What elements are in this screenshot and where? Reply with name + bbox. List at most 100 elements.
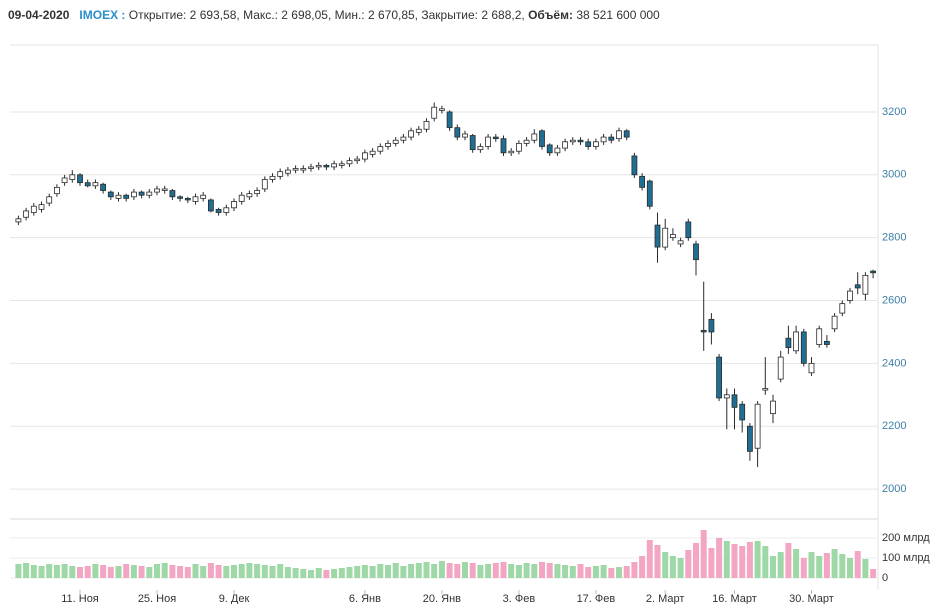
volume-bar	[662, 552, 669, 578]
candle-body	[200, 194, 207, 199]
volume: 38 521 600 000	[576, 8, 660, 22]
x-tick-label: 3. Фев	[503, 593, 536, 604]
volume-bar	[369, 566, 376, 578]
volume-bar	[700, 530, 707, 578]
volume-bar	[462, 562, 468, 578]
volume-bar	[261, 565, 268, 578]
candle-body	[77, 174, 83, 184]
volume-bar	[785, 543, 792, 578]
volume-bar	[184, 567, 191, 578]
candle-body	[215, 208, 222, 213]
volume-bar	[331, 569, 338, 578]
volume-bar	[770, 556, 776, 578]
candle-body	[708, 318, 715, 333]
volume-bar	[831, 549, 838, 578]
volume-bar	[300, 569, 307, 578]
volume-bar	[269, 566, 276, 578]
volume-bar	[816, 556, 823, 578]
volume-bar	[716, 538, 723, 578]
candle-body	[423, 120, 430, 130]
volume-bar	[169, 565, 176, 578]
volume-bar	[207, 563, 214, 578]
volume-bar	[723, 541, 730, 578]
volume-bar	[53, 565, 60, 578]
volume-bar	[777, 552, 784, 578]
x-tick-label: 11. Ноя	[61, 593, 99, 604]
candle-body	[408, 130, 415, 138]
candle-body	[569, 139, 576, 143]
candle-body	[415, 128, 422, 133]
ohlc: Открытие: 2 693,58, Макс.: 2 698,05, Мин…	[128, 8, 525, 22]
volume-bar	[762, 546, 769, 578]
volume-bar	[631, 562, 638, 578]
volume-bar	[808, 552, 815, 578]
volume-bar	[231, 565, 237, 578]
y-tick-label: 100 млрд	[882, 552, 930, 564]
volume-bar	[423, 562, 430, 578]
candle-body	[585, 141, 592, 147]
candle-body	[870, 270, 876, 274]
candle-body	[184, 197, 191, 201]
candle-body	[800, 331, 807, 364]
x-tick-label: 9. Дек	[219, 593, 250, 604]
volume-bar	[400, 566, 407, 578]
candle-body	[577, 139, 584, 143]
candle-body	[816, 328, 823, 345]
volume-bar	[554, 564, 561, 578]
candle-body	[30, 205, 37, 213]
candle-body	[739, 403, 746, 421]
candle-body	[847, 290, 853, 301]
candle-body	[700, 329, 707, 333]
volume-bar	[92, 564, 99, 578]
volume-bar	[847, 558, 853, 578]
volume-bar	[377, 564, 384, 578]
volume-bar	[677, 558, 684, 578]
volume-bar	[746, 542, 753, 578]
volume-bar	[284, 567, 291, 578]
candle-body	[662, 227, 669, 248]
volume-bar	[385, 565, 391, 578]
candle-body	[308, 166, 314, 169]
candle-body	[130, 191, 137, 198]
candle-body	[223, 207, 230, 213]
candle-body	[485, 136, 492, 147]
candle-body	[346, 160, 353, 165]
candle-body	[238, 194, 245, 202]
volume-bar	[454, 564, 461, 578]
candle-body	[254, 190, 261, 195]
candle-body	[385, 142, 391, 147]
volume-bar	[608, 568, 615, 578]
candle-body	[246, 193, 253, 198]
candle-body	[762, 388, 769, 391]
volume-bar	[685, 550, 692, 578]
volume-bar	[15, 564, 22, 578]
candle-body	[731, 394, 738, 408]
candle-body	[146, 191, 153, 196]
candle-body	[500, 138, 507, 154]
volume-bar	[38, 566, 45, 578]
candle-body	[284, 169, 291, 174]
volume-bar	[870, 569, 877, 578]
candle-body	[377, 146, 384, 152]
volume-bar	[254, 564, 261, 578]
volume-bar	[438, 561, 445, 578]
volume-bar	[123, 564, 130, 578]
volume-bar	[793, 549, 800, 578]
candle-body	[292, 168, 299, 171]
candle-body	[207, 199, 214, 212]
candle-body	[516, 142, 522, 152]
volume-bar	[192, 564, 199, 578]
candle-body	[161, 188, 168, 191]
candle-body	[84, 182, 91, 187]
volume-bar	[708, 548, 715, 578]
volume-bar	[338, 568, 345, 578]
candle-body	[438, 108, 445, 111]
volume-bar	[646, 540, 653, 578]
candle-body	[608, 136, 615, 141]
candle-body	[15, 218, 22, 223]
candle-body	[46, 196, 53, 204]
candle-body	[523, 139, 530, 144]
volume-bar	[854, 551, 861, 578]
candle-body	[862, 274, 869, 295]
candle-body	[716, 356, 722, 399]
